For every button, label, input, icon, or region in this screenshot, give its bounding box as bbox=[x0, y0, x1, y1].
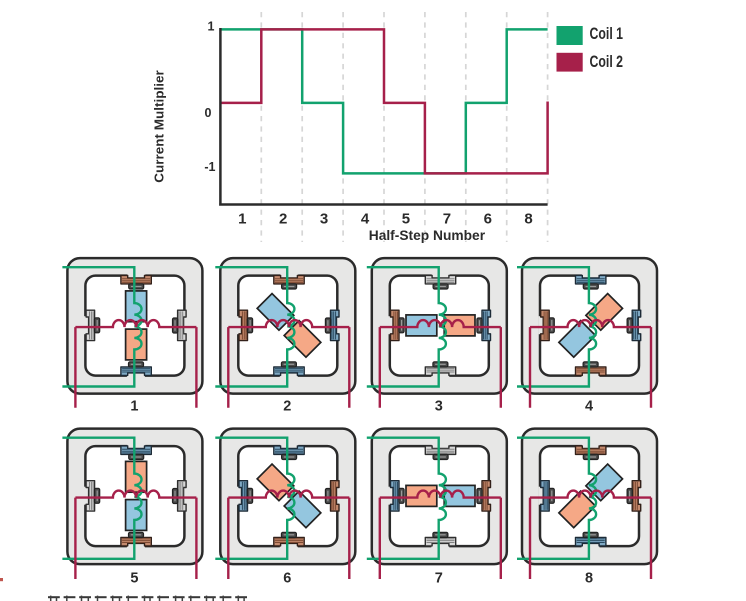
svg-text:Half-Step Number: Half-Step Number bbox=[369, 227, 486, 243]
svg-text:4: 4 bbox=[361, 211, 370, 228]
svg-text:1: 1 bbox=[238, 211, 246, 228]
svg-text:8: 8 bbox=[585, 570, 593, 586]
svg-text:6: 6 bbox=[283, 570, 291, 586]
svg-text:Coil 1: Coil 1 bbox=[590, 24, 624, 43]
svg-text:-1: -1 bbox=[204, 160, 215, 174]
svg-text:Current Multiplier: Current Multiplier bbox=[153, 70, 167, 183]
svg-text:Coil 2: Coil 2 bbox=[590, 52, 624, 71]
svg-text:4: 4 bbox=[585, 398, 593, 414]
svg-text:8: 8 bbox=[524, 211, 532, 228]
svg-text:1: 1 bbox=[208, 20, 215, 34]
svg-text:6: 6 bbox=[484, 211, 492, 228]
svg-text:5: 5 bbox=[402, 211, 410, 228]
svg-text:5: 5 bbox=[130, 570, 138, 586]
svg-text:2: 2 bbox=[279, 211, 287, 228]
svg-text:0: 0 bbox=[205, 106, 212, 120]
svg-text:1: 1 bbox=[130, 398, 138, 414]
svg-text:7: 7 bbox=[435, 570, 443, 586]
svg-text:3: 3 bbox=[320, 211, 328, 228]
svg-text:7: 7 bbox=[443, 211, 451, 228]
svg-text:2: 2 bbox=[283, 398, 291, 414]
svg-text:3: 3 bbox=[435, 398, 443, 414]
